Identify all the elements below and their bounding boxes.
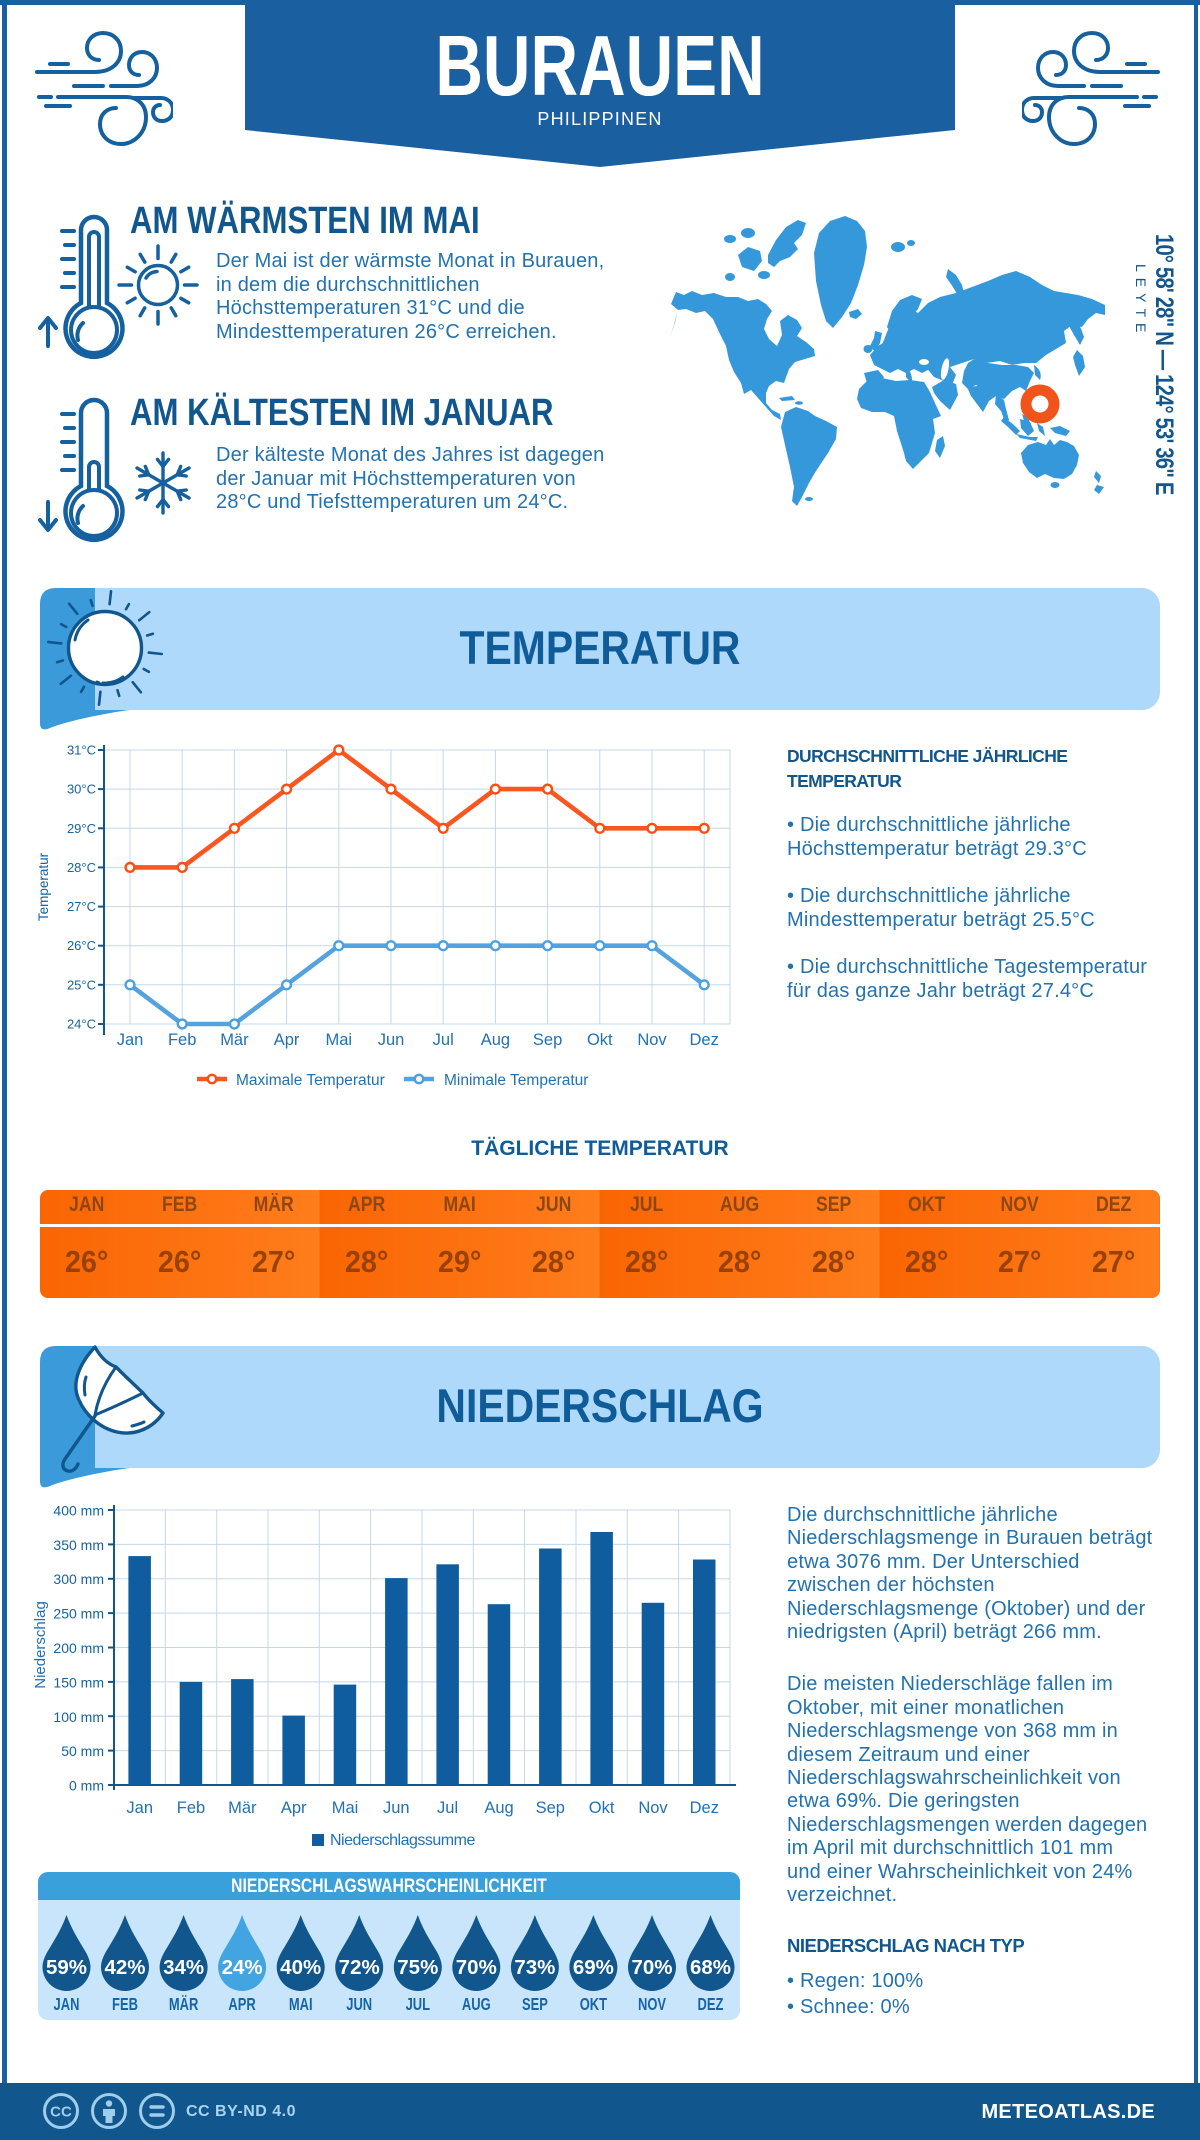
svg-text:Aug: Aug	[484, 1799, 513, 1817]
svg-text:JAN: JAN	[54, 1995, 80, 2015]
svg-text:Mai: Mai	[326, 1031, 353, 1049]
svg-text:28°C: 28°C	[67, 860, 96, 875]
svg-text:Feb: Feb	[177, 1799, 205, 1817]
svg-text:Feb: Feb	[168, 1031, 196, 1049]
svg-text:Niederschlag: Niederschlag	[32, 1601, 49, 1689]
svg-text:73%: 73%	[514, 1956, 555, 1979]
svg-text:24%: 24%	[222, 1956, 263, 1979]
svg-text:29°C: 29°C	[67, 821, 96, 836]
svg-text:31°C: 31°C	[67, 743, 96, 758]
svg-text:Niederschlagssumme: Niederschlagssumme	[330, 1832, 475, 1849]
svg-text:40%: 40%	[280, 1956, 321, 1979]
svg-text:NOV: NOV	[638, 1995, 667, 2015]
svg-text:Okt: Okt	[587, 1031, 613, 1049]
svg-text:CC: CC	[50, 2104, 72, 2121]
svg-text:Dez: Dez	[690, 1031, 719, 1049]
svg-text:JUN: JUN	[346, 1995, 372, 2015]
svg-text:Nov: Nov	[637, 1031, 667, 1049]
svg-text:Minimale Temperatur: Minimale Temperatur	[444, 1072, 588, 1089]
svg-text:0 mm: 0 mm	[69, 1778, 104, 1794]
svg-text:200 mm: 200 mm	[53, 1640, 104, 1656]
svg-text:Apr: Apr	[281, 1799, 307, 1817]
svg-text:70%: 70%	[456, 1956, 497, 1979]
svg-text:300 mm: 300 mm	[53, 1571, 104, 1587]
svg-text:Jan: Jan	[117, 1031, 144, 1049]
svg-text:27°C: 27°C	[67, 899, 96, 914]
svg-text:Nov: Nov	[638, 1799, 668, 1817]
svg-text:100 mm: 100 mm	[53, 1709, 104, 1725]
svg-text:Jun: Jun	[383, 1799, 410, 1817]
svg-text:72%: 72%	[339, 1956, 380, 1979]
svg-text:SEP: SEP	[522, 1995, 548, 2015]
svg-text:Jul: Jul	[433, 1031, 454, 1049]
svg-text:59%: 59%	[46, 1956, 87, 1979]
svg-text:Maximale Temperatur: Maximale Temperatur	[236, 1072, 385, 1089]
svg-text:50 mm: 50 mm	[61, 1743, 104, 1759]
svg-text:150 mm: 150 mm	[53, 1674, 104, 1690]
svg-text:MÄR: MÄR	[169, 1994, 199, 2015]
svg-text:Aug: Aug	[481, 1031, 510, 1049]
svg-text:400 mm: 400 mm	[53, 1503, 104, 1519]
svg-text:APR: APR	[228, 1995, 255, 2015]
svg-text:Mär: Mär	[228, 1799, 257, 1817]
svg-text:26°C: 26°C	[67, 938, 96, 953]
svg-text:Mär: Mär	[220, 1031, 249, 1049]
svg-text:34%: 34%	[163, 1956, 204, 1979]
svg-text:25°C: 25°C	[67, 977, 96, 992]
svg-text:350 mm: 350 mm	[53, 1537, 104, 1553]
svg-text:Sep: Sep	[533, 1031, 562, 1049]
svg-text:Okt: Okt	[589, 1799, 615, 1817]
svg-text:Apr: Apr	[274, 1031, 300, 1049]
svg-text:Jul: Jul	[437, 1799, 458, 1817]
svg-text:AUG: AUG	[462, 1995, 491, 2015]
svg-text:70%: 70%	[631, 1956, 672, 1979]
svg-text:42%: 42%	[104, 1956, 145, 1979]
svg-text:MAI: MAI	[289, 1995, 313, 2015]
svg-text:Temperatur: Temperatur	[36, 852, 51, 921]
svg-text:Mai: Mai	[332, 1799, 359, 1817]
svg-text:DEZ: DEZ	[698, 1995, 724, 2015]
svg-text:OKT: OKT	[580, 1995, 608, 2015]
svg-text:75%: 75%	[397, 1956, 438, 1979]
svg-text:30°C: 30°C	[67, 782, 96, 797]
svg-text:250 mm: 250 mm	[53, 1606, 104, 1622]
svg-text:Jan: Jan	[126, 1799, 153, 1817]
svg-text:Jun: Jun	[378, 1031, 405, 1049]
svg-text:Sep: Sep	[536, 1799, 565, 1817]
svg-text:69%: 69%	[573, 1956, 614, 1979]
svg-text:68%: 68%	[690, 1956, 731, 1979]
svg-text:24°C: 24°C	[67, 1017, 96, 1032]
svg-text:JUL: JUL	[406, 1995, 431, 2015]
svg-text:Dez: Dez	[690, 1799, 719, 1817]
svg-text:FEB: FEB	[112, 1995, 138, 2015]
